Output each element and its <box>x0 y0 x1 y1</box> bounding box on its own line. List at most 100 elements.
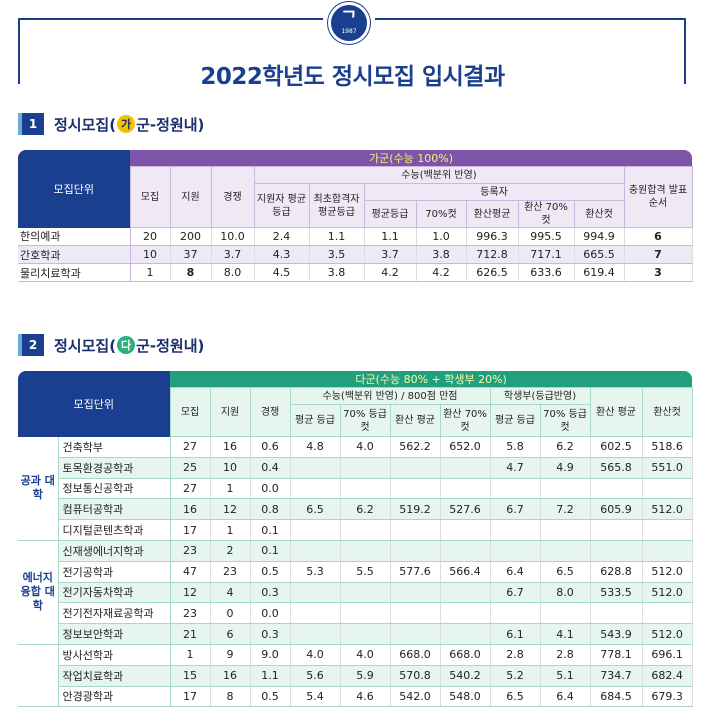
table-cell: 679.3 <box>642 686 693 708</box>
table-row: 정보통신공학과 27 1 0.0 <box>18 478 693 500</box>
table-cell: 527.6 <box>440 498 491 521</box>
table-section1: 모집단위 가군(수능 100%) 모집 지원 경쟁 수능(백분위 반영) 충원합… <box>18 150 693 282</box>
table-cell: 23 <box>170 540 211 562</box>
section1-badge: 가 <box>117 115 136 133</box>
table-cell <box>290 478 341 500</box>
table-cell <box>540 519 591 541</box>
table-cell: 996.3 <box>466 227 519 246</box>
table-cell: 512.0 <box>642 561 693 583</box>
table-cell: 6.5 <box>540 561 591 583</box>
table-cell <box>440 602 491 625</box>
table-cell: 7.2 <box>540 498 591 521</box>
table-row: 전기공학과 47 23 0.5 5.3 5.5 577.6 566.4 6.4 6.5 628.8 5… <box>18 561 693 583</box>
t1-header-conv-cut: 환산컷 <box>573 200 625 228</box>
table-cell: 1 <box>210 519 251 541</box>
table-cell: 5.1 <box>540 665 591 687</box>
table-cell: 10 <box>210 457 251 479</box>
table-cell: 4.2 <box>364 263 417 282</box>
unit-name-cell: 전기전자재료공학과 <box>58 602 171 625</box>
t1-header-conv-avg: 환산평균 <box>465 200 519 228</box>
table-cell: 5.2 <box>490 665 541 687</box>
unit-name-cell: 디지털콘텐츠학과 <box>58 519 171 541</box>
section2-title-pre: 정시모집( <box>54 336 117 355</box>
table-row: 작업치료학과 15 16 1.1 5.6 5.9 570.8 540.2 5.2 5.1 734.7… <box>18 665 693 687</box>
t2-header-conv-cut: 환산컷 <box>641 387 693 437</box>
table-cell: 5.8 <box>490 436 541 458</box>
table-cell: 542.0 <box>390 686 441 708</box>
table-cell: 4.1 <box>540 623 591 645</box>
table-cell: 626.5 <box>466 263 519 282</box>
t1-header-app-avg: 지원자 평균등급 <box>253 183 310 228</box>
table-cell <box>390 582 441 604</box>
table-row: 디지털콘텐츠학과 17 1 0.1 <box>18 519 693 541</box>
table-cell <box>340 457 391 479</box>
table-cell: 512.0 <box>642 582 693 604</box>
table-cell: 5.4 <box>290 686 341 708</box>
table-cell: 9.0 <box>250 644 291 666</box>
table-cell <box>340 623 391 645</box>
t2-header-s-avg: 평균 등급 <box>289 404 341 437</box>
table-cell: 3 <box>624 263 693 282</box>
table-cell: 712.8 <box>466 245 519 264</box>
table-cell: 6 <box>624 227 693 246</box>
frame-left <box>18 18 20 84</box>
table-cell: 633.6 <box>518 263 575 282</box>
table-cell <box>290 623 341 645</box>
table-row: 방사선학과 1 9 9.0 4.0 4.0 668.0 668.0 2.8 2.8 778.1 696… <box>18 644 693 708</box>
section1-number: 1 <box>18 113 44 135</box>
table-cell <box>540 540 591 562</box>
table-cell: 6.4 <box>540 686 591 708</box>
table-cell: 519.2 <box>390 498 441 521</box>
table-cell: 0.8 <box>250 498 291 521</box>
page-title: 2022학년도 정시모집 입시결과 <box>200 64 505 90</box>
section2-title: 정시모집( 다 군-정원내) <box>54 335 204 356</box>
table-cell <box>440 478 491 500</box>
table-cell: 0 <box>210 602 251 625</box>
table-cell: 3.8 <box>309 263 365 282</box>
t2-header-recruit: 모집 <box>169 387 211 437</box>
table-cell <box>390 519 441 541</box>
table-cell: 566.4 <box>440 561 491 583</box>
unit-name-cell: 간호학과 <box>18 245 131 264</box>
table-cell: 717.1 <box>518 245 575 264</box>
section2-number: 2 <box>18 334 44 356</box>
t1-header-recruit: 모집 <box>129 166 171 228</box>
t1-header-conv70: 환산 70%컷 <box>517 200 575 228</box>
table-cell: 16 <box>210 436 251 458</box>
unit-name-cell: 안경광학과 <box>58 686 171 708</box>
table-cell: 4.3 <box>254 245 310 264</box>
table-cell: 6.4 <box>490 561 541 583</box>
unit-name-cell: 신재생에너지학과 <box>58 540 171 562</box>
section1-heading: 1 정시모집( 가 군-정원내) <box>18 113 204 135</box>
unit-name-cell: 전기공학과 <box>58 561 171 583</box>
table-cell: 696.1 <box>642 644 693 666</box>
table-cell: 602.5 <box>590 436 643 458</box>
t2-header-r-avg: 평균 등급 <box>489 404 541 437</box>
table-cell: 512.0 <box>642 623 693 645</box>
college-group-label: 에너지 융합 대학 <box>18 540 59 645</box>
table-cell: 4.6 <box>340 686 391 708</box>
table-cell: 682.4 <box>642 665 693 687</box>
unit-name-cell: 물리치료학과 <box>18 263 131 282</box>
table-cell: 0.3 <box>250 623 291 645</box>
table-cell: 518.6 <box>642 436 693 458</box>
college-group-label: 공과 대학 <box>18 436 59 541</box>
table-cell: 652.0 <box>440 436 491 458</box>
table-cell: 0.1 <box>250 540 291 562</box>
university-logo: ᄀ 1987 <box>328 2 370 44</box>
table-row: 전기전자재료공학과 23 0 0.0 <box>18 602 693 625</box>
t2-header-suneung: 수능(백분위 반영) / 800점 만점 <box>289 387 491 405</box>
table-row: 전기자동차학과 12 4 0.3 6.7 8.0 533.5 512.0 <box>18 582 693 604</box>
table-cell <box>340 478 391 500</box>
table-cell: 0.3 <box>250 582 291 604</box>
table-cell: 10 <box>130 245 171 264</box>
section1-title: 정시모집( 가 군-정원내) <box>54 114 204 135</box>
table-cell: 533.5 <box>590 582 643 604</box>
table-cell: 734.7 <box>590 665 643 687</box>
table-cell: 6.5 <box>290 498 341 521</box>
table-cell <box>590 602 643 625</box>
table-cell: 6.7 <box>490 498 541 521</box>
t2-header-group: 다군(수능 80% + 학생부 20%) <box>170 371 693 388</box>
unit-name-cell: 정보통신공학과 <box>58 478 171 500</box>
table-cell: 6.2 <box>540 436 591 458</box>
